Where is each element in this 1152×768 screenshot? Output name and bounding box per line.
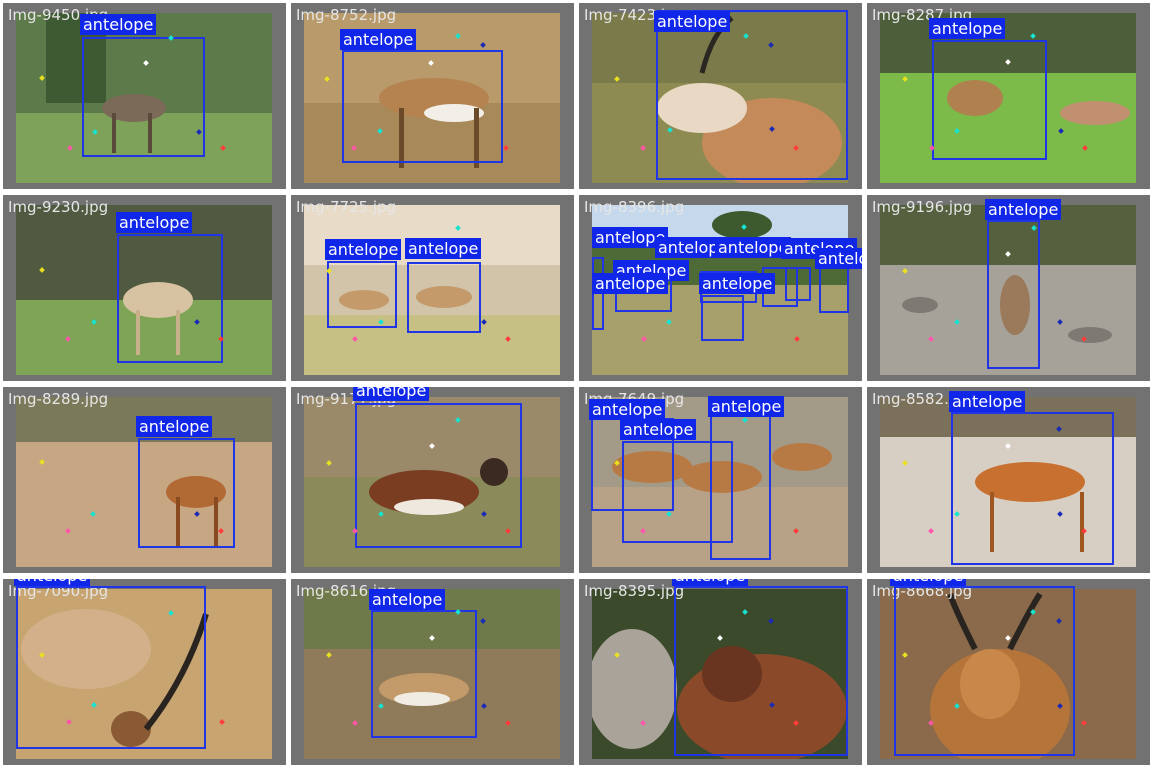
detection-label: antelope bbox=[815, 248, 862, 269]
detection-label: antelope bbox=[405, 238, 482, 259]
antelope-photo bbox=[16, 13, 272, 183]
grid-tile[interactable]: Img-9196.jpg antelope bbox=[867, 195, 1150, 381]
detection-box bbox=[894, 586, 1075, 756]
detection-box bbox=[674, 586, 848, 756]
grid-tile[interactable]: Img-8287.jpg antelope bbox=[867, 3, 1150, 189]
image-filename: Img-8396.jpg bbox=[584, 198, 685, 216]
detection-box bbox=[82, 37, 205, 157]
detection-box bbox=[987, 220, 1040, 369]
antelope-photo bbox=[880, 13, 1136, 183]
detection-box bbox=[951, 412, 1114, 565]
detection-box bbox=[785, 267, 811, 301]
grid-tile[interactable]: Img-8395.jpg antelope bbox=[579, 579, 862, 765]
detection-box bbox=[117, 234, 223, 363]
detection-box bbox=[327, 261, 397, 328]
detection-label: antelope bbox=[715, 237, 792, 258]
detection-label: antelope bbox=[949, 391, 1026, 412]
antelope-photo bbox=[304, 589, 560, 759]
grid-tile[interactable]: Img-8289.jpg antelope bbox=[3, 387, 286, 573]
detection-box bbox=[355, 403, 522, 548]
grid-tile[interactable]: Img-8582.jpg antelope bbox=[867, 387, 1150, 573]
antelope-photo bbox=[592, 589, 848, 759]
grid-tile[interactable]: Img-7725.jpg antelope antelope bbox=[291, 195, 574, 381]
grid-tile[interactable]: Img-8616.jpg antelope bbox=[291, 579, 574, 765]
detection-box bbox=[407, 262, 481, 333]
grid-tile[interactable]: Img-7090.jpg antelope bbox=[3, 579, 286, 765]
detection-box bbox=[138, 438, 235, 548]
detection-box bbox=[371, 610, 477, 738]
grid-tile[interactable]: Img-8668.jpg antelope bbox=[867, 579, 1150, 765]
detection-box bbox=[16, 586, 206, 749]
detection-label: antelope bbox=[340, 29, 417, 50]
image-filename: Img-9196.jpg bbox=[872, 198, 973, 216]
image-filename: Img-8752.jpg bbox=[296, 6, 397, 24]
detection-label: antelope bbox=[890, 579, 967, 586]
image-filename: Img-8395.jpg bbox=[584, 582, 685, 600]
detection-label: antelope bbox=[116, 212, 193, 233]
detection-box bbox=[819, 265, 849, 313]
detection-label: antelope bbox=[592, 273, 669, 294]
detection-label: antelope bbox=[708, 396, 785, 417]
detection-label: antelope bbox=[985, 199, 1062, 220]
detection-label: antelope bbox=[80, 14, 157, 35]
detection-label: antelope bbox=[14, 579, 91, 586]
detection-box bbox=[710, 415, 771, 560]
image-filename: Img-9230.jpg bbox=[8, 198, 109, 216]
detection-label: antelope bbox=[369, 589, 446, 610]
detection-label: antelope bbox=[655, 237, 732, 258]
grid-tile[interactable]: Img-7649.jpg antelope antelope antelope bbox=[579, 387, 862, 573]
detection-label: antelope bbox=[620, 419, 697, 440]
antelope-photo bbox=[592, 13, 848, 183]
detection-label: antelope bbox=[592, 227, 669, 248]
grid-tile[interactable]: Img-8752.jpg antelope bbox=[291, 3, 574, 189]
detection-label: antelope bbox=[654, 11, 731, 32]
detection-box bbox=[622, 441, 733, 543]
detection-label: antelope bbox=[672, 579, 749, 586]
antelope-photo bbox=[304, 205, 560, 375]
grid-tile[interactable]: Img-9230.jpg antelope bbox=[3, 195, 286, 381]
image-filename: Img-8289.jpg bbox=[8, 390, 109, 408]
detection-label: antelope bbox=[929, 18, 1006, 39]
detection-label: antelope bbox=[325, 239, 402, 260]
antelope-photo bbox=[16, 589, 272, 759]
antelope-photo bbox=[880, 589, 1136, 759]
antelope-photo bbox=[304, 397, 560, 567]
detection-label: antelope bbox=[699, 273, 776, 294]
detection-box bbox=[342, 50, 503, 163]
detection-box bbox=[656, 10, 848, 180]
antelope-photo bbox=[880, 397, 1136, 567]
detection-box bbox=[701, 295, 744, 341]
grid-tile[interactable]: Img-8396.jpg antelope antelope antelope … bbox=[579, 195, 862, 381]
antelope-photo bbox=[16, 397, 272, 567]
detection-label: antelope bbox=[589, 399, 666, 420]
detection-box bbox=[932, 40, 1047, 160]
image-filename: Img-8582.jpg bbox=[872, 390, 973, 408]
grid-tile[interactable]: Img-7423.jpg antelope bbox=[579, 3, 862, 189]
detection-label: antelope bbox=[353, 387, 430, 401]
image-filename: Img-7725.jpg bbox=[296, 198, 397, 216]
detection-label: antelope bbox=[136, 416, 213, 437]
antelope-photo bbox=[880, 205, 1136, 375]
grid-tile[interactable]: Img-9450.jpg antelope bbox=[3, 3, 286, 189]
grid-tile[interactable]: Img-9177.jpg antelope bbox=[291, 387, 574, 573]
